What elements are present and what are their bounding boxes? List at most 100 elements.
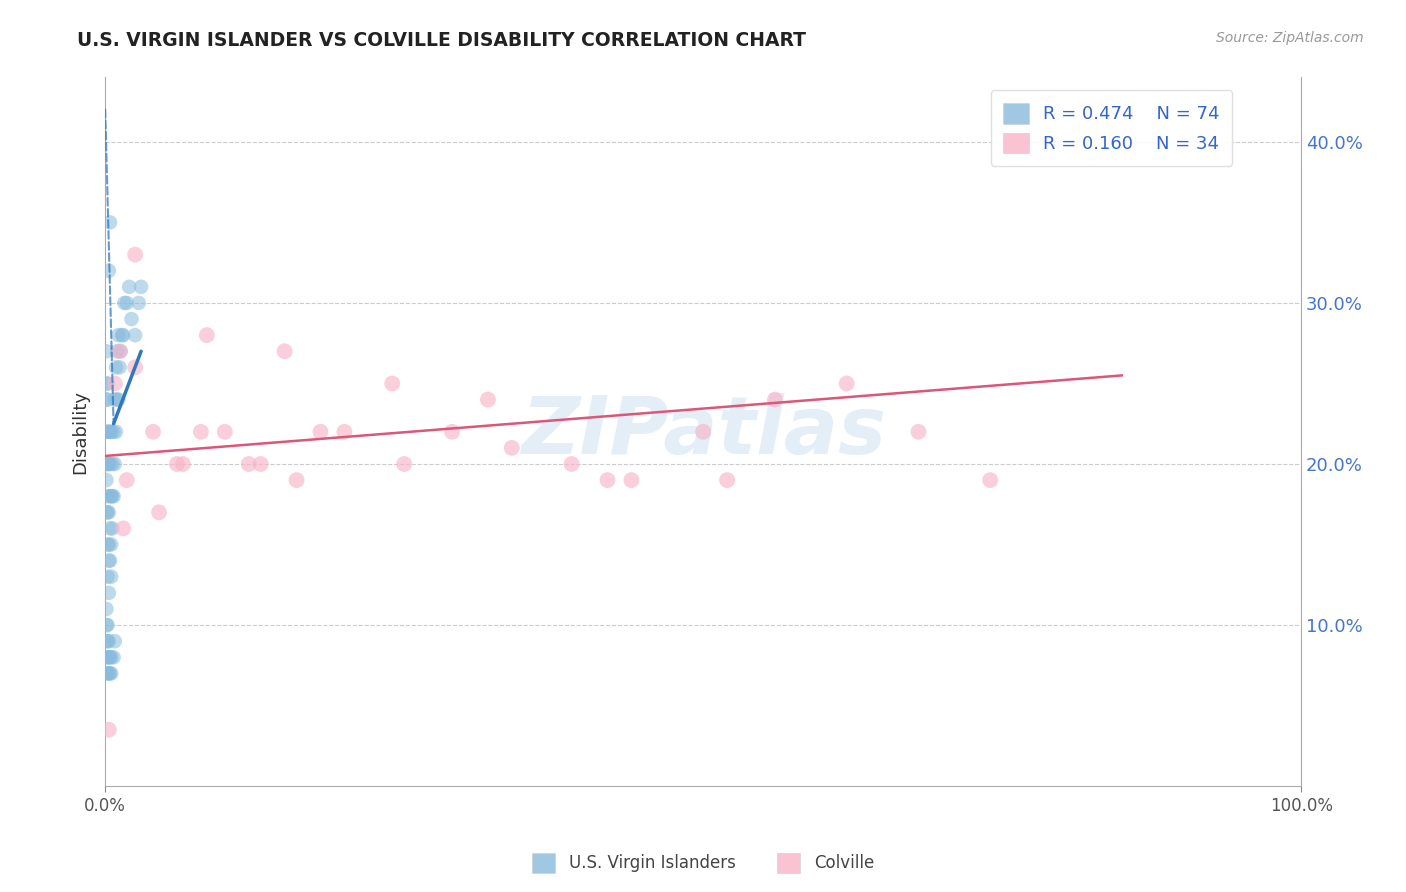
Point [98, 666, 121, 681]
Point [96, 602, 118, 616]
Point [104, 360, 127, 375]
Point [105, 344, 128, 359]
Point [108, 344, 131, 359]
Point [97, 723, 120, 737]
Point [97, 457, 120, 471]
Point [98, 489, 121, 503]
Point [97, 666, 120, 681]
Point [381, 376, 404, 391]
Point [285, 473, 308, 487]
Point [97, 634, 120, 648]
Point [129, 280, 152, 294]
Point [97, 537, 120, 551]
Point [104, 425, 127, 439]
Point [97, 505, 120, 519]
Point [124, 328, 146, 343]
Point [97, 457, 120, 471]
Point [97, 618, 120, 632]
Point [238, 457, 260, 471]
Point [97, 425, 120, 439]
Point [96, 666, 118, 681]
Point [97, 586, 120, 600]
Point [97, 554, 120, 568]
Point [100, 666, 122, 681]
Point [166, 457, 188, 471]
Point [97, 425, 120, 439]
Point [110, 344, 132, 359]
Point [96, 618, 118, 632]
Point [97, 392, 120, 407]
Point [97, 489, 120, 503]
Point [101, 521, 124, 535]
Point [98, 521, 121, 535]
Point [96, 473, 118, 487]
Point [835, 376, 858, 391]
Point [716, 473, 738, 487]
Point [96, 376, 118, 391]
Point [104, 634, 127, 648]
Point [121, 312, 143, 326]
Text: Source: ZipAtlas.com: Source: ZipAtlas.com [1216, 31, 1364, 45]
Point [111, 328, 134, 343]
Legend: U.S. Virgin Islanders, Colville: U.S. Virgin Islanders, Colville [526, 847, 880, 880]
Point [596, 473, 619, 487]
Point [172, 457, 194, 471]
Point [441, 425, 464, 439]
Point [96, 344, 118, 359]
Point [96, 650, 118, 665]
Point [763, 392, 786, 407]
Point [97, 376, 120, 391]
Point [103, 650, 125, 665]
Point [104, 376, 127, 391]
Point [561, 457, 583, 471]
Y-axis label: Disability: Disability [72, 390, 89, 474]
Point [97, 650, 120, 665]
Legend: R = 0.474    N = 74, R = 0.160    N = 34: R = 0.474 N = 74, R = 0.160 N = 34 [991, 90, 1232, 166]
Point [190, 425, 212, 439]
Point [112, 328, 135, 343]
Point [214, 425, 236, 439]
Point [195, 328, 218, 343]
Point [108, 360, 131, 375]
Point [118, 280, 141, 294]
Point [101, 489, 124, 503]
Point [98, 425, 121, 439]
Point [692, 425, 714, 439]
Point [98, 554, 121, 568]
Point [273, 344, 295, 359]
Point [477, 392, 499, 407]
Point [112, 296, 135, 310]
Point [103, 489, 125, 503]
Point [249, 457, 271, 471]
Point [97, 650, 120, 665]
Point [115, 473, 138, 487]
Point [309, 425, 332, 439]
Point [96, 634, 118, 648]
Point [96, 425, 118, 439]
Point [97, 264, 120, 278]
Point [97, 634, 120, 648]
Point [107, 392, 129, 407]
Point [128, 296, 150, 310]
Point [100, 537, 122, 551]
Point [97, 666, 120, 681]
Point [97, 537, 120, 551]
Point [100, 489, 122, 503]
Point [100, 650, 122, 665]
Point [501, 441, 523, 455]
Point [100, 570, 122, 584]
Point [104, 457, 127, 471]
Point [103, 425, 125, 439]
Text: ZIPatlas: ZIPatlas [520, 392, 886, 471]
Point [112, 521, 135, 535]
Point [96, 457, 118, 471]
Point [124, 360, 146, 375]
Point [333, 425, 356, 439]
Point [124, 247, 146, 261]
Point [98, 457, 121, 471]
Point [392, 457, 415, 471]
Point [101, 457, 124, 471]
Point [107, 328, 129, 343]
Point [907, 425, 929, 439]
Point [97, 505, 120, 519]
